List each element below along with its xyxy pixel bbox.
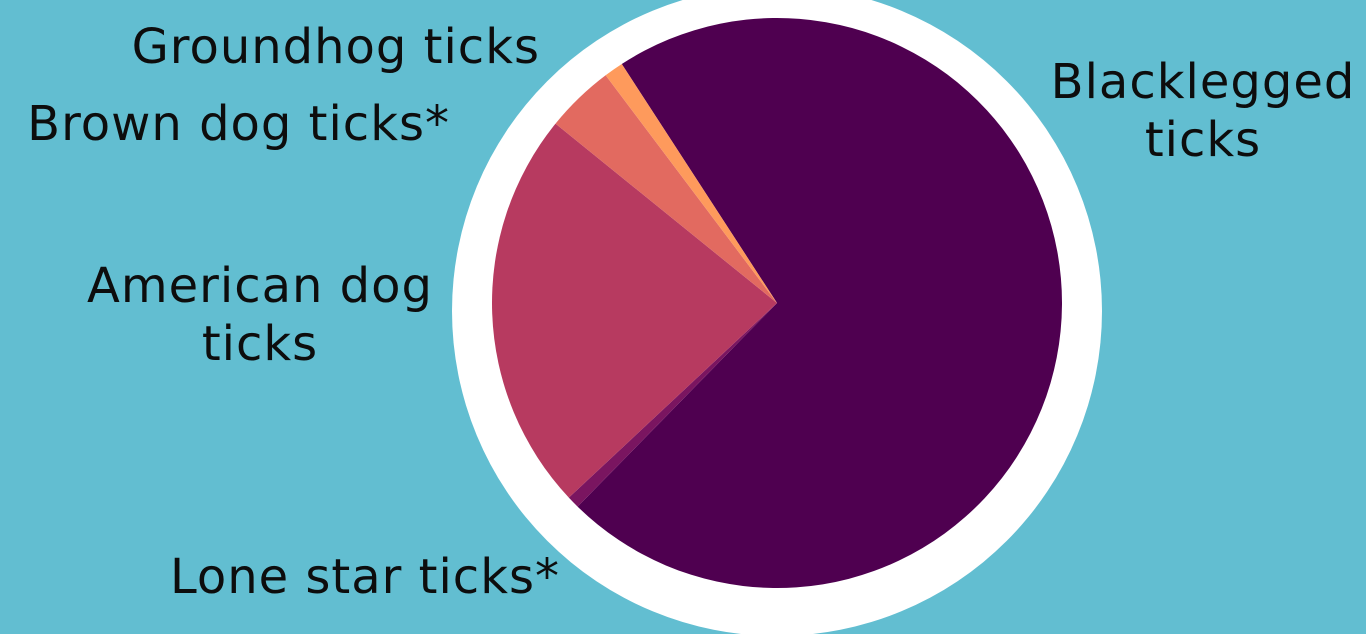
label-line: Brown dog ticks*: [27, 96, 450, 152]
label-line: Groundhog ticks: [131, 19, 540, 75]
label-brown-dog-ticks: Brown dog ticks*: [10, 95, 450, 153]
label-line: ticks: [201, 316, 319, 372]
label-line: American dog: [87, 258, 433, 314]
label-line: Blacklegged: [1050, 54, 1356, 110]
pie-slice-groundhog-ticks: [605, 63, 777, 304]
label-american-dog-ticks: American dog ticks: [40, 257, 480, 373]
label-groundhog-ticks: Groundhog ticks: [80, 18, 540, 76]
label-lone-star-ticks: Lone star ticks*: [110, 548, 560, 606]
label-blacklegged-ticks: Blacklegged ticks: [1040, 53, 1366, 169]
pie-slice-american-dog-ticks: [492, 123, 777, 498]
pie-slice-lone-star-ticks: [568, 303, 777, 507]
pie-slice-blacklegged-ticks: [577, 18, 1062, 588]
pie-slice-brown-dog-ticks: [555, 75, 777, 303]
label-line: ticks: [1144, 112, 1262, 168]
label-line: Lone star ticks*: [169, 549, 560, 605]
